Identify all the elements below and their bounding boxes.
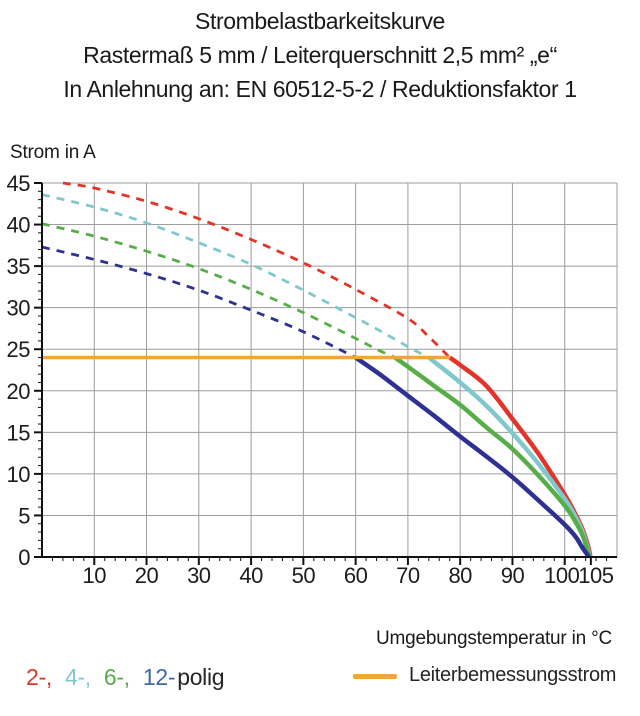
curve-12-polig-dashed	[41, 245, 357, 359]
rated-current-label: Leiterbemessungsstrom	[409, 664, 617, 686]
x-tick-label: 70	[396, 563, 420, 588]
x-tick-label: 60	[344, 563, 368, 588]
x-tick-label: 10	[83, 563, 107, 588]
x-tick-label: 80	[448, 563, 472, 588]
x-tick-label: 105	[578, 563, 613, 588]
curve-4-polig-dashed	[41, 193, 430, 359]
curve-2-polig-dashed	[62, 181, 451, 359]
legend-row: 2-, 4-, 6-, 12-polig Leiterbemessungsstrom	[0, 664, 640, 700]
x-tick-label: 40	[239, 563, 263, 588]
y-tick-label: 10	[7, 462, 31, 487]
curve-12-polig-solid	[354, 355, 591, 559]
x-axis-title: Umgebungstemperatur in °C	[376, 628, 612, 649]
legend-rated-current: Leiterbemessungsstrom	[353, 664, 616, 687]
y-tick-label: 40	[7, 213, 31, 238]
y-tick-label: 30	[7, 296, 31, 321]
y-tick-label: 45	[7, 171, 31, 196]
y-tick-label: 15	[7, 420, 31, 445]
y-tick-label: 25	[7, 337, 31, 362]
y-tick-label: 35	[7, 254, 31, 279]
y-axis-title: Strom in A	[10, 142, 96, 163]
chart-header: Strombelastbarkeitskurve Rastermaß 5 mm …	[0, 4, 640, 106]
y-tick-label: 5	[18, 503, 30, 528]
x-tick-label: 20	[135, 563, 159, 588]
chart-title: Strombelastbarkeitskurve	[195, 8, 445, 34]
legend-poles: 2-, 4-, 6-, 12-polig	[26, 664, 225, 691]
chart-subtitle-line2: In Anlehnung an: EN 60512-5-2 / Reduktio…	[63, 76, 577, 102]
x-tick-label: 100	[544, 563, 579, 588]
legend-pole-item: 6-,	[103, 664, 130, 690]
x-tick-label: 50	[292, 563, 316, 588]
legend-pole-item: 4-,	[64, 664, 91, 690]
legend-poles-suffix: polig	[177, 664, 225, 690]
curve-6-polig-solid	[393, 355, 592, 558]
legend-pole-item: 12-	[142, 664, 176, 690]
x-tick-label: 30	[187, 563, 211, 588]
rated-current-line-swatch	[353, 674, 397, 679]
y-tick-label: 0	[18, 545, 30, 570]
y-tick-label: 20	[7, 379, 31, 404]
x-tick-label: 90	[501, 563, 525, 588]
legend-pole-item: 2-,	[26, 664, 52, 690]
curve-6-polig-dashed	[41, 222, 396, 359]
chart-subtitle-line1: Rastermaß 5 mm / Leiterquerschnitt 2,5 m…	[83, 42, 557, 68]
